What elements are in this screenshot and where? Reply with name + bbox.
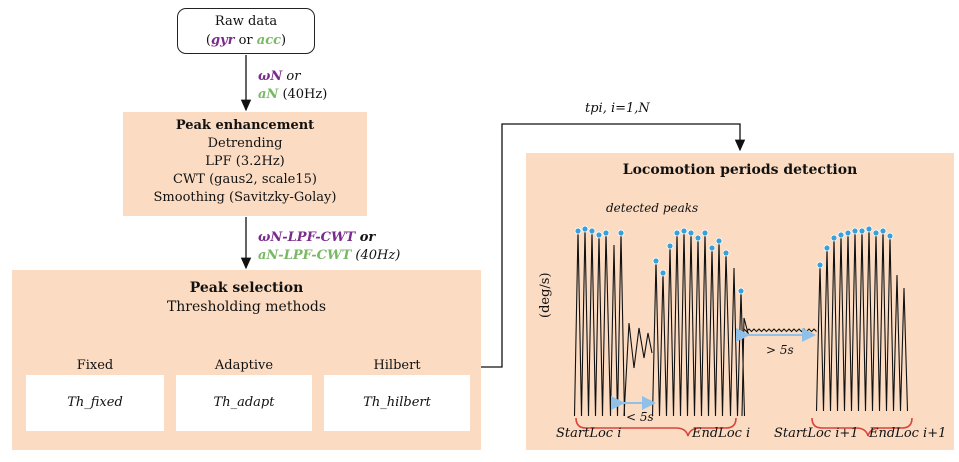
peak-enhancement-title: Peak enhancement	[175, 118, 315, 133]
detected-peak-marker	[858, 227, 866, 235]
end-loc-i-label: EndLoc i	[692, 426, 751, 441]
detected-peak-marker	[715, 237, 723, 245]
gyr-label: gyr	[210, 33, 235, 48]
detected-peak-marker	[837, 231, 845, 239]
peak-selection-box: Peak selection Thresholding methods Fixe…	[12, 270, 481, 450]
thresholding-subtitle: Thresholding methods	[166, 299, 327, 315]
detected-peak-marker	[823, 244, 831, 252]
detected-peak-marker	[701, 229, 709, 237]
method-name-hilbert: Hilbert	[373, 358, 421, 373]
detected-peak-marker	[659, 269, 667, 277]
detected-peak-marker	[886, 232, 894, 240]
detected-peak-marker	[581, 225, 589, 233]
long-gap-label: > 5s	[766, 343, 794, 357]
end-loc-i1-label: EndLoc i+1	[869, 426, 947, 441]
short-gap-label: < 5s	[626, 410, 654, 424]
enhancement-step: CWT (gaus2, scale15)	[172, 172, 317, 187]
detected-peak-marker	[865, 225, 873, 233]
detected-peak-marker	[851, 227, 859, 235]
acc-label: acc	[256, 33, 282, 48]
arrow2-label: ωN-LPF-CWT or aN-LPF-CWT (40Hz)	[258, 230, 401, 263]
detected-peak-marker	[872, 229, 880, 237]
arrow-selection-to-locomotion	[481, 123, 746, 368]
arrow1-label: ωN or aN (40Hz)	[258, 69, 328, 102]
enhancement-step: LPF (3.2Hz)	[205, 154, 285, 169]
raw-data-box: Raw data (gyr or acc)	[177, 8, 315, 54]
threshold-box-fixed: Th_fixed	[26, 375, 164, 431]
detected-peak-marker	[595, 231, 603, 239]
detected-peak-marker	[588, 227, 596, 235]
peak-selection-title: Peak selection	[189, 280, 304, 296]
detected-peaks-label: detected peaks	[606, 201, 699, 215]
brace-locomotion-i1	[811, 417, 913, 437]
detected-peak-marker	[722, 249, 730, 257]
detected-peak-marker	[602, 229, 610, 237]
brace-locomotion-i	[575, 417, 737, 437]
start-loc-i-label: StartLoc i	[556, 426, 622, 441]
detected-peak-marker	[652, 257, 660, 265]
threshold-box-hilbert: Th_hilbert	[324, 375, 470, 431]
signal-plot	[573, 225, 913, 437]
detected-peak-marker	[737, 287, 745, 295]
enhancement-step: Detrending	[207, 136, 283, 151]
signal-trace	[741, 317, 817, 417]
detected-peak-marker	[617, 229, 625, 237]
signal-trace	[815, 228, 909, 412]
detected-peak-marker	[687, 229, 695, 237]
detected-peak-marker	[708, 244, 716, 252]
detected-peak-marker	[680, 227, 688, 235]
locomotion-detection-box: Locomotion periods detection detected pe…	[526, 153, 954, 450]
detected-peak-marker	[844, 229, 852, 237]
detected-peak-marker	[673, 229, 681, 237]
detected-peak-marker	[666, 242, 674, 250]
signal-trace	[651, 230, 746, 417]
method-name-adaptive: Adaptive	[214, 358, 274, 373]
raw-data-title: Raw data	[214, 14, 278, 29]
signal-trace	[573, 228, 626, 417]
threshold-box-adaptive: Th_adapt	[176, 375, 312, 431]
signal-trace	[623, 322, 653, 417]
raw-data-sources: (gyr or acc)	[205, 33, 287, 48]
detected-peak-marker	[574, 227, 582, 235]
detected-peak-marker	[816, 261, 824, 269]
locomotion-title: Locomotion periods detection	[622, 162, 858, 178]
peak-enhancement-box: Peak enhancement Detrending LPF (3.2Hz) …	[123, 112, 367, 216]
start-loc-i1-label: StartLoc i+1	[774, 426, 859, 441]
detected-peak-marker	[879, 227, 887, 235]
detected-peak-marker	[830, 234, 838, 242]
detected-peak-marker	[694, 234, 702, 242]
connector-label: tpi, i=1,N	[585, 101, 650, 116]
method-name-fixed: Fixed	[76, 358, 114, 373]
enhancement-step: Smoothing (Savitzky-Golay)	[153, 190, 337, 205]
